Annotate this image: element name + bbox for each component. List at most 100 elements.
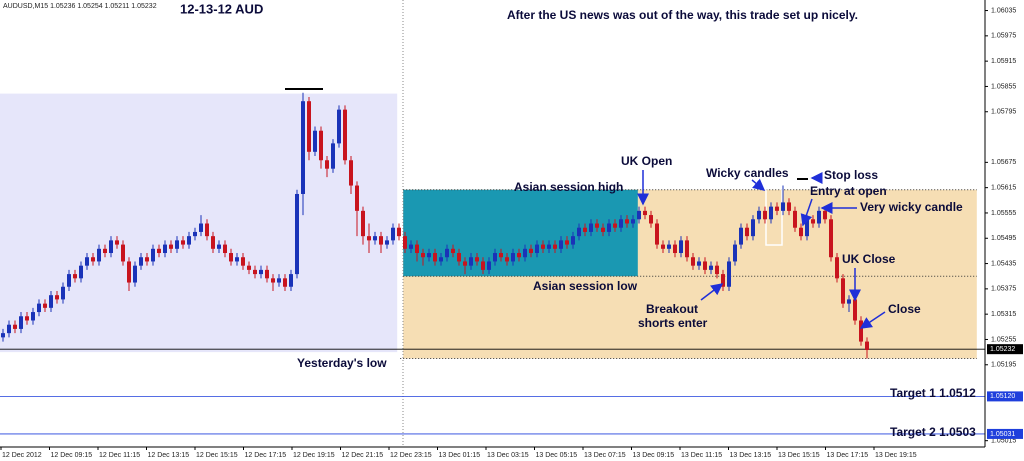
candle-body	[193, 231, 197, 237]
x-tick-label: 12 Dec 2012	[2, 452, 42, 459]
candle-body	[571, 236, 575, 245]
candle-body	[169, 244, 173, 249]
candle-body	[433, 253, 437, 262]
candle-body	[229, 253, 233, 262]
y-tick-label: 1.05555	[991, 210, 1016, 217]
candle-body	[175, 240, 179, 249]
candle-body	[181, 240, 185, 245]
arrow	[859, 311, 886, 329]
candle-body	[7, 324, 11, 334]
candle-body	[349, 160, 353, 186]
candle-body	[631, 219, 635, 224]
candle-body	[793, 210, 797, 228]
x-tick-label: 12 Dec 11:15	[99, 452, 140, 459]
candle-body	[691, 257, 695, 266]
candle-body	[37, 303, 41, 313]
candle-body	[43, 303, 47, 308]
candle-body	[739, 227, 743, 245]
candle-body	[817, 210, 821, 224]
candle-body	[211, 236, 215, 249]
candle-body	[157, 248, 161, 254]
candle-body	[289, 274, 293, 287]
x-tick-label: 13 Dec 17:15	[827, 452, 869, 459]
candle-body	[331, 143, 335, 169]
symbol-header: AUDUSD,M15 1.05236 1.05254 1.05211 1.052…	[3, 3, 157, 10]
candle-body	[685, 240, 689, 258]
candle-body	[745, 227, 749, 237]
candle-body	[517, 253, 521, 258]
candle-body	[103, 248, 107, 254]
candle-body	[19, 316, 23, 329]
y-tick-label: 1.05195	[991, 362, 1016, 369]
price-tag-label: 1.05232	[990, 346, 1015, 353]
candle-body	[559, 240, 563, 249]
candle-body	[277, 278, 281, 283]
candle-body	[379, 236, 383, 245]
annotation: Yesterday's low	[297, 356, 387, 370]
annotation: Entry at open	[810, 184, 887, 198]
candle-body	[319, 130, 323, 161]
x-tick-label: 12 Dec 17:15	[245, 452, 287, 459]
annotation: UK Close	[842, 252, 896, 266]
arrow	[800, 198, 813, 227]
candle-body	[811, 219, 815, 224]
chart-title: 12-13-12 AUD	[180, 2, 263, 17]
x-tick-label: 13 Dec 19:15	[875, 452, 917, 459]
candle-body	[217, 244, 221, 249]
candle-body	[397, 227, 401, 237]
x-tick-label: 12 Dec 19:15	[293, 452, 335, 459]
y-tick-label: 1.05675	[991, 159, 1016, 166]
candle-body	[373, 236, 377, 241]
candle-body	[679, 240, 683, 254]
candle-body	[259, 269, 263, 275]
candle-body	[133, 265, 137, 283]
candle-body	[445, 248, 449, 258]
candle-body	[343, 109, 347, 161]
candle-body	[547, 244, 551, 249]
candle-body	[283, 278, 287, 287]
candle-body	[595, 223, 599, 228]
arrow	[751, 178, 766, 191]
candle-body	[649, 215, 653, 224]
annotation: Asian session low	[533, 279, 638, 293]
candle-body	[607, 223, 611, 232]
candle-body	[859, 320, 863, 342]
candle-body	[313, 130, 317, 152]
candle-body	[757, 210, 761, 220]
y-tick-label: 1.05495	[991, 235, 1016, 242]
y-tick-label: 1.05795	[991, 109, 1016, 116]
annotation: Asian session high	[514, 180, 623, 194]
candle-body	[697, 261, 701, 266]
candle-body	[499, 253, 503, 258]
candle-body	[151, 248, 155, 262]
y-tick-label: 1.05435	[991, 260, 1016, 267]
candle-body	[553, 244, 557, 249]
y-tick-label: 1.05615	[991, 184, 1016, 191]
candle-body	[829, 219, 833, 258]
candle-body	[391, 227, 395, 241]
candle-body	[241, 257, 245, 266]
arrows	[637, 170, 886, 329]
candle-body	[511, 253, 515, 262]
candle-body	[865, 341, 869, 351]
y-tick-label: 1.05975	[991, 33, 1016, 40]
candle-body	[733, 244, 737, 262]
candle-body	[505, 257, 509, 262]
candle-body	[235, 257, 239, 262]
candle-body	[427, 253, 431, 258]
y-tick-label: 1.05855	[991, 83, 1016, 90]
candle-body	[457, 253, 461, 262]
candle-body	[775, 206, 779, 211]
x-tick-label: 13 Dec 07:15	[584, 452, 626, 459]
candle-body	[199, 223, 203, 232]
candle-body	[67, 274, 71, 287]
candle-body	[253, 269, 257, 275]
candle-body	[337, 109, 341, 144]
candle-body	[55, 295, 59, 300]
candle-body	[541, 244, 545, 249]
x-tick-label: 13 Dec 09:15	[633, 452, 675, 459]
candle-body	[799, 227, 803, 237]
x-tick-label: 12 Dec 15:15	[196, 452, 238, 459]
candle-body	[589, 223, 593, 232]
candle-body	[619, 219, 623, 228]
